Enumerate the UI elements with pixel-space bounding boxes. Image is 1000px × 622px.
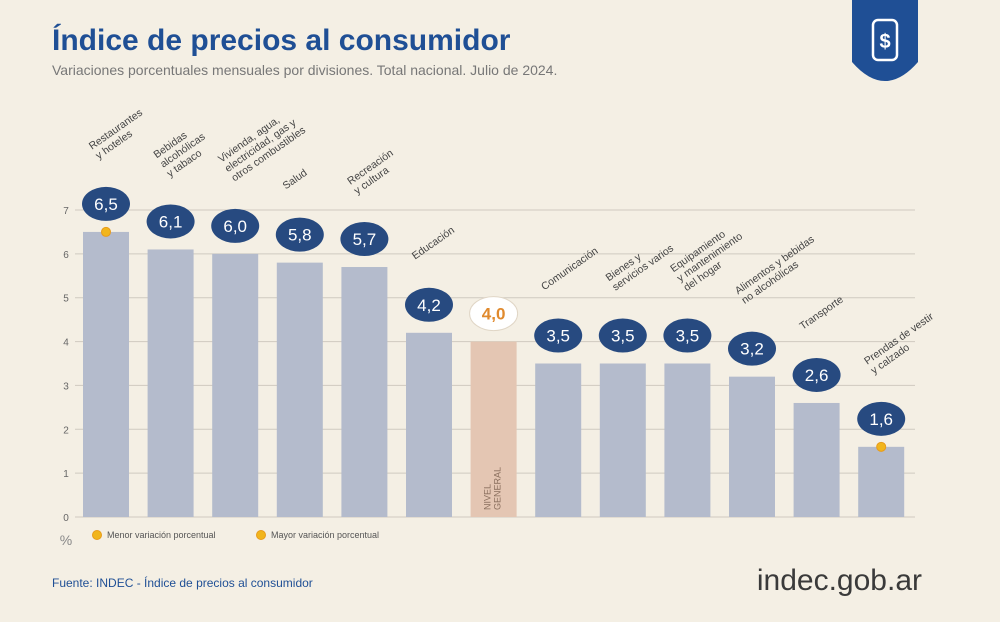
bar <box>858 446 905 517</box>
value-label: 5,8 <box>288 226 312 245</box>
value-label: 6,1 <box>159 212 183 231</box>
value-label: 2,6 <box>805 366 829 385</box>
value-label: 1,6 <box>869 410 893 429</box>
badge-icon <box>871 18 899 62</box>
value-badge <box>857 401 906 436</box>
value-label: 3,5 <box>676 327 700 346</box>
bar <box>83 231 129 517</box>
value-label: 6,5 <box>94 195 118 214</box>
bar <box>535 363 582 517</box>
legend-dot <box>92 530 102 540</box>
bar <box>664 363 711 517</box>
y-tick-label: 7 <box>63 206 69 217</box>
bar <box>147 249 194 517</box>
value-label: 4,0 <box>482 305 506 324</box>
chart-title: Índice de precios al consumidor <box>52 23 511 57</box>
legend-dot <box>256 530 266 540</box>
value-badge <box>534 318 583 353</box>
y-tick-label: 0 <box>63 513 69 524</box>
y-tick-label: 1 <box>63 469 69 480</box>
value-label: 3,5 <box>611 327 635 346</box>
value-badge <box>82 186 130 221</box>
value-badge <box>663 318 712 353</box>
bar <box>470 341 517 517</box>
bar <box>793 402 840 517</box>
value-label: 3,2 <box>740 340 764 359</box>
badge-symbol: $ <box>879 31 890 53</box>
y-unit: % <box>60 532 72 548</box>
value-badge <box>275 217 324 252</box>
category-label: NIVELGENERAL <box>483 467 503 510</box>
legend-label: Mayor variación porcentual <box>271 530 379 540</box>
value-badge <box>469 296 519 332</box>
value-badge <box>792 357 841 392</box>
badge-shape <box>852 0 918 81</box>
value-badge <box>405 287 453 322</box>
bar <box>276 262 323 517</box>
y-tick-label: 6 <box>63 250 69 261</box>
bar <box>212 253 259 517</box>
extreme-marker <box>876 441 887 452</box>
y-tick-label: 5 <box>63 294 69 305</box>
bar <box>599 363 646 517</box>
legend-label: Menor variación porcentual <box>107 530 216 540</box>
badge: $ <box>852 0 918 81</box>
value-badge <box>211 208 260 243</box>
bar <box>341 267 388 517</box>
value-badge <box>146 204 195 239</box>
value-label: 5,7 <box>353 230 377 249</box>
extreme-marker <box>101 226 111 237</box>
bar <box>729 376 775 517</box>
bar <box>406 332 452 517</box>
brand: indec.gob.ar <box>757 564 922 597</box>
value-label: 4,2 <box>417 296 441 315</box>
y-tick-label: 2 <box>63 425 69 436</box>
value-label: 6,0 <box>223 217 247 236</box>
value-badge <box>728 331 776 366</box>
value-badge <box>340 222 389 257</box>
chart-subtitle: Variaciones porcentuales mensuales por d… <box>52 62 557 78</box>
value-badge <box>598 318 647 353</box>
y-tick-label: 4 <box>63 338 69 349</box>
source: Fuente: INDEC - Índice de precios al con… <box>52 575 313 590</box>
y-tick-label: 3 <box>63 381 69 392</box>
value-label: 3,5 <box>546 327 570 346</box>
